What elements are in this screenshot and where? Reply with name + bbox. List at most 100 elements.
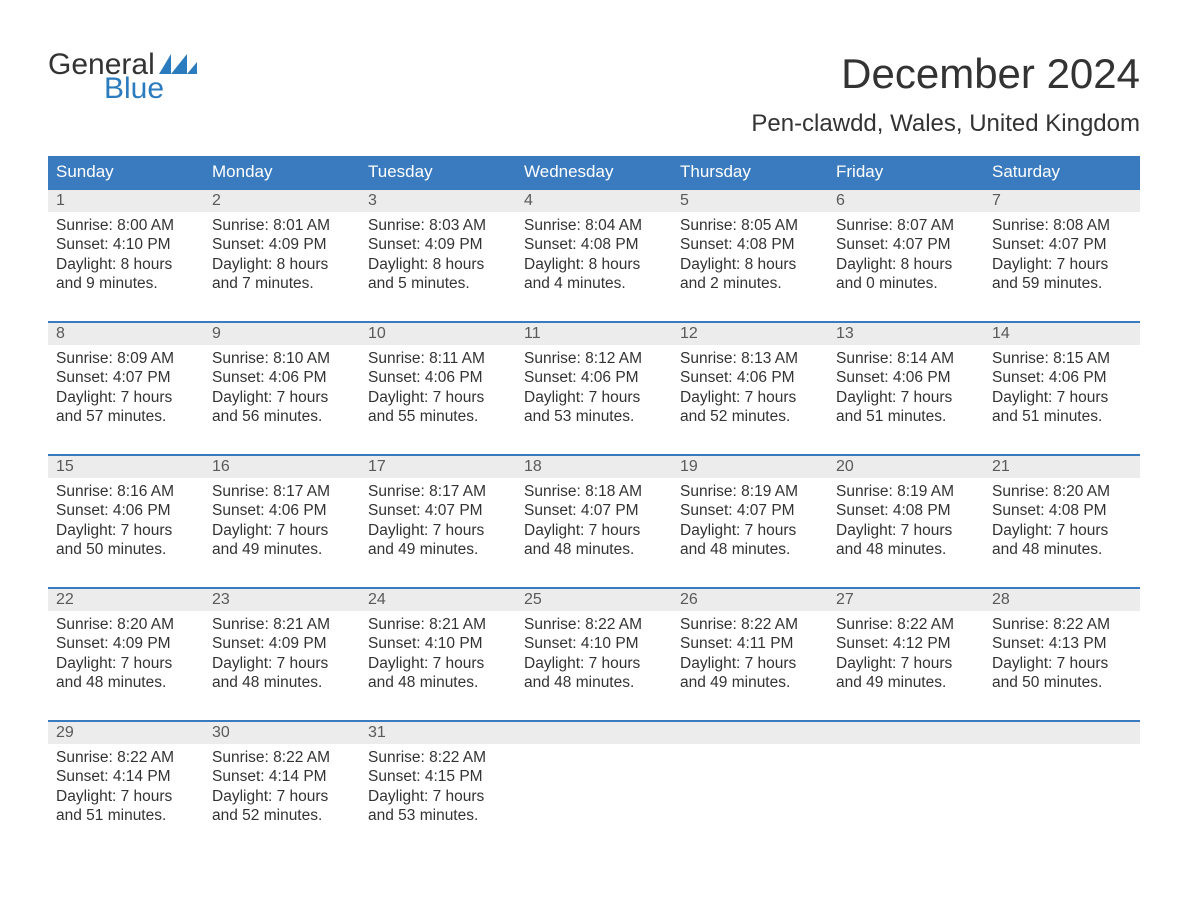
day-sunrise: Sunrise: 8:17 AM (212, 482, 352, 501)
day-content-cell: Sunrise: 8:20 AMSunset: 4:08 PMDaylight:… (984, 478, 1140, 588)
calendar-table: Sunday Monday Tuesday Wednesday Thursday… (48, 156, 1140, 854)
day-dl2: and 48 minutes. (368, 673, 508, 692)
day-number-cell: 26 (672, 588, 828, 611)
day-content-cell: Sunrise: 8:19 AMSunset: 4:08 PMDaylight:… (828, 478, 984, 588)
day-content-cell: Sunrise: 8:22 AMSunset: 4:13 PMDaylight:… (984, 611, 1140, 721)
day-dl1: Daylight: 7 hours (524, 521, 664, 540)
day-dl2: and 53 minutes. (524, 407, 664, 426)
day-content-cell: Sunrise: 8:13 AMSunset: 4:06 PMDaylight:… (672, 345, 828, 455)
day-content-cell: Sunrise: 8:04 AMSunset: 4:08 PMDaylight:… (516, 212, 672, 322)
day-header: Wednesday (516, 156, 672, 189)
day-dl1: Daylight: 7 hours (836, 521, 976, 540)
day-dl1: Daylight: 7 hours (992, 255, 1132, 274)
day-sunrise: Sunrise: 8:22 AM (368, 748, 508, 767)
day-header: Tuesday (360, 156, 516, 189)
day-dl2: and 48 minutes. (680, 540, 820, 559)
day-sunset: Sunset: 4:07 PM (368, 501, 508, 520)
day-dl1: Daylight: 7 hours (56, 521, 196, 540)
day-content-cell: Sunrise: 8:03 AMSunset: 4:09 PMDaylight:… (360, 212, 516, 322)
day-number-cell: 8 (48, 322, 204, 345)
day-number-cell: 1 (48, 189, 204, 212)
day-sunset: Sunset: 4:09 PM (212, 235, 352, 254)
day-sunset: Sunset: 4:06 PM (368, 368, 508, 387)
day-number-cell: 24 (360, 588, 516, 611)
day-number-cell: 17 (360, 455, 516, 478)
page-subtitle: Pen-clawdd, Wales, United Kingdom (48, 110, 1140, 138)
day-sunset: Sunset: 4:12 PM (836, 634, 976, 653)
day-dl2: and 53 minutes. (368, 806, 508, 825)
day-sunrise: Sunrise: 8:04 AM (524, 216, 664, 235)
day-sunrise: Sunrise: 8:20 AM (992, 482, 1132, 501)
day-sunset: Sunset: 4:09 PM (56, 634, 196, 653)
day-content-cell: Sunrise: 8:21 AMSunset: 4:10 PMDaylight:… (360, 611, 516, 721)
day-dl1: Daylight: 7 hours (992, 388, 1132, 407)
day-content-cell (984, 744, 1140, 854)
day-dl1: Daylight: 7 hours (680, 521, 820, 540)
day-dl1: Daylight: 7 hours (524, 388, 664, 407)
calendar-content-row: Sunrise: 8:20 AMSunset: 4:09 PMDaylight:… (48, 611, 1140, 721)
day-dl2: and 7 minutes. (212, 274, 352, 293)
day-dl1: Daylight: 7 hours (992, 521, 1132, 540)
day-sunrise: Sunrise: 8:22 AM (680, 615, 820, 634)
day-sunrise: Sunrise: 8:22 AM (56, 748, 196, 767)
day-dl2: and 59 minutes. (992, 274, 1132, 293)
day-content-cell: Sunrise: 8:15 AMSunset: 4:06 PMDaylight:… (984, 345, 1140, 455)
day-header: Friday (828, 156, 984, 189)
day-dl2: and 48 minutes. (56, 673, 196, 692)
day-dl1: Daylight: 7 hours (212, 521, 352, 540)
day-number-cell: 31 (360, 721, 516, 744)
day-sunrise: Sunrise: 8:11 AM (368, 349, 508, 368)
day-dl2: and 50 minutes. (56, 540, 196, 559)
day-number-cell: 19 (672, 455, 828, 478)
day-dl2: and 9 minutes. (56, 274, 196, 293)
header-row: General Blue December 2024 (48, 50, 1140, 104)
day-number-cell: 10 (360, 322, 516, 345)
day-number-cell: 2 (204, 189, 360, 212)
day-content-cell: Sunrise: 8:07 AMSunset: 4:07 PMDaylight:… (828, 212, 984, 322)
day-sunset: Sunset: 4:14 PM (56, 767, 196, 786)
day-number-cell (672, 721, 828, 744)
day-number-cell: 11 (516, 322, 672, 345)
day-sunrise: Sunrise: 8:21 AM (368, 615, 508, 634)
day-sunset: Sunset: 4:07 PM (524, 501, 664, 520)
day-content-cell: Sunrise: 8:01 AMSunset: 4:09 PMDaylight:… (204, 212, 360, 322)
day-sunrise: Sunrise: 8:21 AM (212, 615, 352, 634)
day-sunset: Sunset: 4:10 PM (368, 634, 508, 653)
day-sunrise: Sunrise: 8:19 AM (836, 482, 976, 501)
day-sunset: Sunset: 4:06 PM (524, 368, 664, 387)
calendar-body: 1234567Sunrise: 8:00 AMSunset: 4:10 PMDa… (48, 189, 1140, 854)
day-content-cell: Sunrise: 8:11 AMSunset: 4:06 PMDaylight:… (360, 345, 516, 455)
day-content-cell (672, 744, 828, 854)
day-number-cell: 9 (204, 322, 360, 345)
calendar-content-row: Sunrise: 8:00 AMSunset: 4:10 PMDaylight:… (48, 212, 1140, 322)
day-dl1: Daylight: 7 hours (836, 388, 976, 407)
day-sunrise: Sunrise: 8:00 AM (56, 216, 196, 235)
day-number-cell: 15 (48, 455, 204, 478)
day-sunset: Sunset: 4:06 PM (212, 368, 352, 387)
day-sunrise: Sunrise: 8:22 AM (836, 615, 976, 634)
day-header: Monday (204, 156, 360, 189)
day-dl2: and 49 minutes. (836, 673, 976, 692)
day-sunset: Sunset: 4:07 PM (836, 235, 976, 254)
day-content-cell: Sunrise: 8:18 AMSunset: 4:07 PMDaylight:… (516, 478, 672, 588)
calendar-content-row: Sunrise: 8:09 AMSunset: 4:07 PMDaylight:… (48, 345, 1140, 455)
day-dl1: Daylight: 8 hours (836, 255, 976, 274)
day-content-cell: Sunrise: 8:12 AMSunset: 4:06 PMDaylight:… (516, 345, 672, 455)
day-dl1: Daylight: 7 hours (56, 787, 196, 806)
day-number-cell: 7 (984, 189, 1140, 212)
day-number-cell (516, 721, 672, 744)
day-dl2: and 48 minutes. (992, 540, 1132, 559)
day-content-cell: Sunrise: 8:22 AMSunset: 4:14 PMDaylight:… (204, 744, 360, 854)
day-sunset: Sunset: 4:15 PM (368, 767, 508, 786)
day-content-cell: Sunrise: 8:22 AMSunset: 4:12 PMDaylight:… (828, 611, 984, 721)
day-dl1: Daylight: 7 hours (56, 654, 196, 673)
day-sunset: Sunset: 4:06 PM (56, 501, 196, 520)
day-dl2: and 5 minutes. (368, 274, 508, 293)
day-sunrise: Sunrise: 8:22 AM (212, 748, 352, 767)
day-sunset: Sunset: 4:06 PM (212, 501, 352, 520)
day-number-cell: 16 (204, 455, 360, 478)
day-content-cell: Sunrise: 8:22 AMSunset: 4:15 PMDaylight:… (360, 744, 516, 854)
day-sunset: Sunset: 4:06 PM (992, 368, 1132, 387)
day-dl1: Daylight: 7 hours (836, 654, 976, 673)
day-dl2: and 4 minutes. (524, 274, 664, 293)
